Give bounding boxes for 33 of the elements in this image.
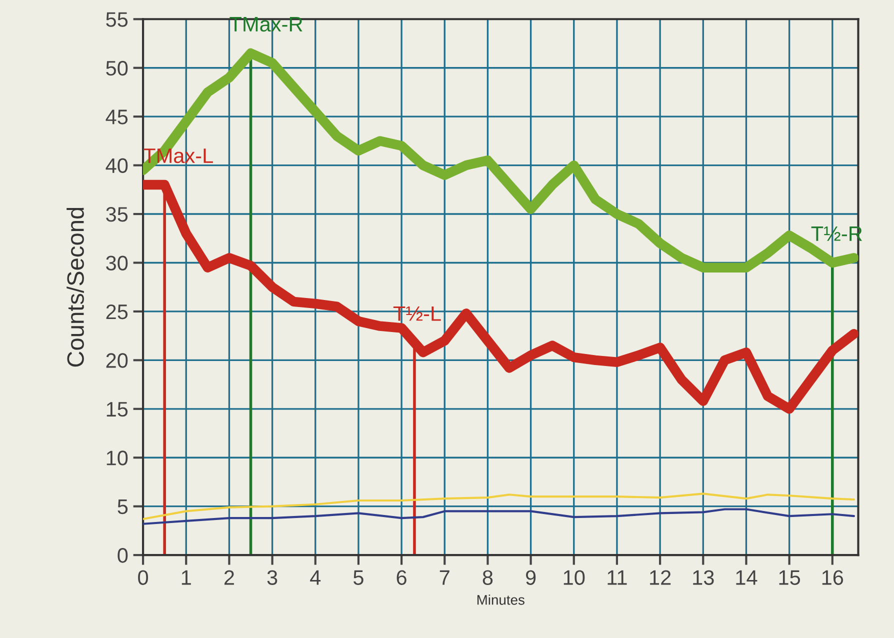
x-tick-label: 9 — [526, 570, 536, 585]
y-tick-label: 10 — [106, 450, 128, 466]
x-tick-label: 8 — [482, 570, 493, 585]
line-series — [143, 508, 855, 525]
y-tick-label: 25 — [106, 304, 128, 320]
line-series — [143, 492, 855, 520]
y-tick-label: 45 — [106, 110, 128, 124]
y-tick-label: 20 — [106, 353, 128, 368]
x-tick-label: 16 — [822, 570, 844, 585]
x-tick-label: 14 — [736, 570, 758, 585]
x-tick-label: 1 — [182, 570, 191, 585]
x-tick-label: 3 — [267, 570, 278, 585]
x-tick-label: 2 — [224, 570, 234, 585]
x-tick-label: 4 — [310, 570, 321, 585]
y-tick-label: 50 — [106, 60, 128, 76]
x-tick-label: 15 — [779, 570, 800, 585]
y-tick-label: 55 — [106, 12, 128, 27]
y-axis-title: Counts/Second — [66, 208, 84, 367]
x-tick-label: 7 — [440, 570, 450, 585]
x-tick-label: 10 — [564, 570, 585, 585]
x-axis-title: Minutes — [477, 594, 524, 605]
x-tick-label: 5 — [354, 570, 364, 585]
y-tick-label: 40 — [106, 158, 128, 174]
x-tick-label: 12 — [650, 570, 671, 585]
y-tick-label: 15 — [106, 402, 128, 417]
x-tick-label: 0 — [138, 570, 148, 585]
x-tick-label: 13 — [693, 570, 714, 585]
y-tick-label: 35 — [106, 207, 128, 222]
y-tick-label: 5 — [118, 500, 128, 514]
y-tick-label: 0 — [118, 548, 128, 563]
x-tick-label: 11 — [608, 570, 627, 585]
x-tick-label: 6 — [396, 570, 406, 585]
y-tick-label: 30 — [106, 256, 128, 270]
